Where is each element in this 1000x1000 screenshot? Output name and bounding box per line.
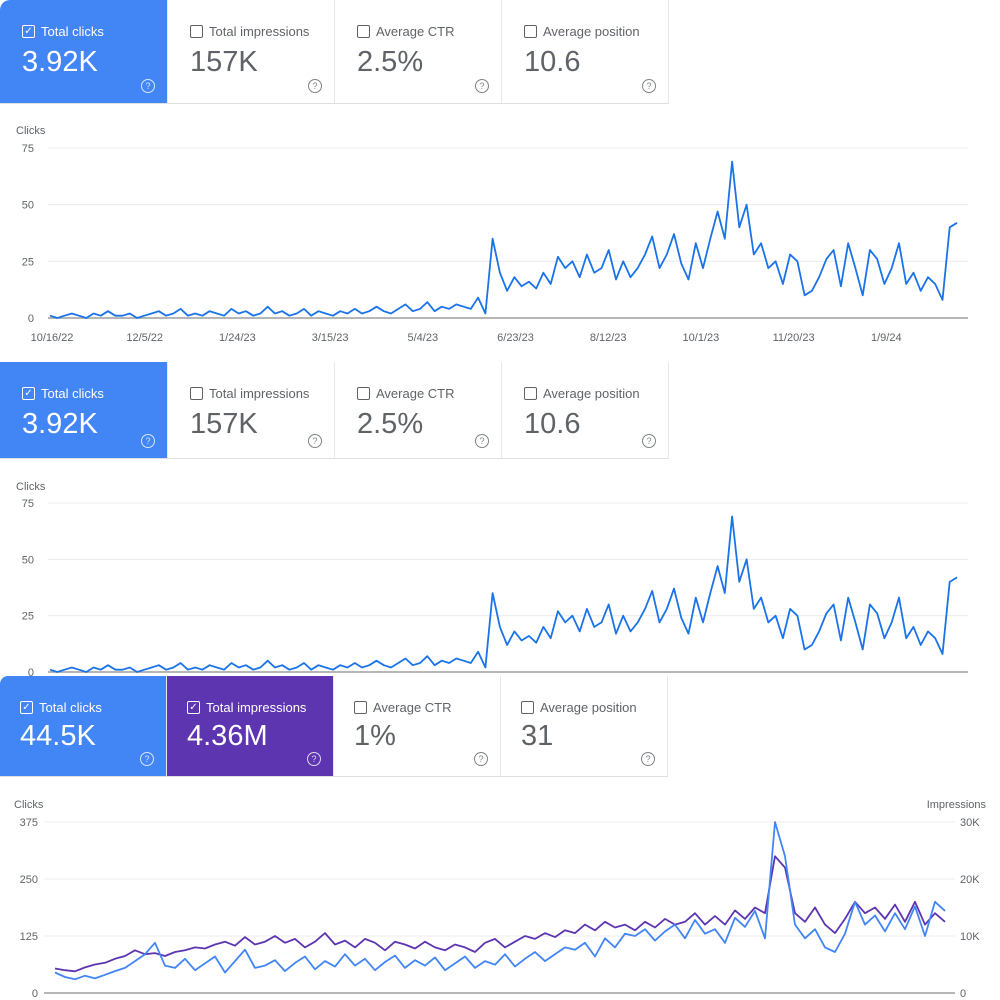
checkbox-checked-icon[interactable]: ✓ <box>20 701 33 714</box>
series-line-clicks <box>54 821 946 981</box>
help-icon[interactable]: ? <box>140 752 154 766</box>
x-tick-label: 6/23/23 <box>497 332 534 344</box>
y2-tick-label: 0 <box>960 988 966 1000</box>
card-average-ctr[interactable]: Average CTR 2.5% ? <box>335 362 502 458</box>
card-label: Total impressions <box>206 700 307 715</box>
card-total-clicks[interactable]: ✓ Total clicks 3.92K ? <box>0 0 168 103</box>
card-label: Average position <box>543 24 640 39</box>
checkbox-icon[interactable] <box>524 25 537 38</box>
y-tick-label: 125 <box>20 931 38 943</box>
card-label: Average position <box>543 386 640 401</box>
help-icon[interactable]: ? <box>642 434 656 448</box>
card-label: Average CTR <box>376 24 455 39</box>
x-tick-label: 8/12/23 <box>590 332 627 344</box>
y-tick-label: 75 <box>22 498 34 510</box>
series-line-clicks <box>49 160 958 319</box>
x-tick-label: 1/24/23 <box>219 332 256 344</box>
checkbox-icon[interactable] <box>190 25 203 38</box>
help-icon[interactable]: ? <box>141 434 155 448</box>
x-tick-label: 10/16/22 <box>31 332 74 344</box>
x-tick-label: 5/4/23 <box>408 332 439 344</box>
help-icon[interactable]: ? <box>641 752 655 766</box>
y-tick-label: 0 <box>32 988 38 1000</box>
card-value: 157K <box>190 46 258 78</box>
x-tick-label: 11/20/23 <box>773 332 815 344</box>
help-icon[interactable]: ? <box>308 79 322 93</box>
x-tick-label: 1/9/24 <box>871 332 902 344</box>
y-tick-label: 250 <box>20 874 38 886</box>
y-axis-title: Clicks <box>16 481 46 493</box>
help-icon[interactable]: ? <box>307 752 321 766</box>
card-value: 1% <box>354 720 396 752</box>
card-label: Total impressions <box>209 24 310 39</box>
card-label: Total impressions <box>209 386 310 401</box>
y2-tick-label: 30K <box>960 817 980 829</box>
checkbox-icon[interactable] <box>524 387 537 400</box>
y-tick-label: 25 <box>22 256 34 268</box>
checkbox-checked-icon[interactable]: ✓ <box>22 387 35 400</box>
y2-tick-label: 10K <box>960 931 980 943</box>
card-label: Average CTR <box>376 386 455 401</box>
y-axis-title: Clicks <box>16 125 46 137</box>
series-line-impressions <box>54 855 946 973</box>
series-line-clicks <box>49 515 958 673</box>
card-total-impressions[interactable]: Total impressions 157K ? <box>168 0 335 103</box>
card-average-ctr[interactable]: Average CTR 1% ? <box>334 676 501 776</box>
x-tick-label: 12/5/22 <box>126 332 163 344</box>
card-total-impressions[interactable]: Total impressions 157K ? <box>168 362 335 458</box>
y-tick-label: 50 <box>22 200 34 212</box>
card-value: 10.6 <box>524 46 581 78</box>
card-total-clicks[interactable]: ✓ Total clicks 44.5K ? <box>0 676 167 776</box>
y-tick-label: 75 <box>22 143 34 155</box>
card-label: Average CTR <box>373 700 452 715</box>
help-icon[interactable]: ? <box>141 79 155 93</box>
card-average-position[interactable]: Average position 10.6 ? <box>502 0 669 103</box>
checkbox-icon[interactable] <box>357 25 370 38</box>
y-tick-label: 0 <box>28 313 34 325</box>
checkbox-checked-icon[interactable]: ✓ <box>22 25 35 38</box>
checkbox-checked-icon[interactable]: ✓ <box>187 701 200 714</box>
card-value: 3.92K <box>22 408 98 440</box>
card-value: 3.92K <box>22 46 98 78</box>
checkbox-icon[interactable] <box>357 387 370 400</box>
card-total-clicks[interactable]: ✓ Total clicks 3.92K ? <box>0 362 168 458</box>
card-label: Total clicks <box>39 700 102 715</box>
y-tick-label: 0 <box>28 667 34 679</box>
card-label: Total clicks <box>41 386 104 401</box>
card-value: 44.5K <box>20 720 96 752</box>
metric-cards-3: ✓ Total clicks 44.5K ? ✓ Total impressions… <box>0 676 668 777</box>
card-average-position[interactable]: Average position 31 ? <box>501 676 668 776</box>
y-axis-title-right: Impressions <box>926 799 986 811</box>
y2-tick-label: 20K <box>960 874 980 886</box>
card-label: Total clicks <box>41 24 104 39</box>
card-average-position[interactable]: Average position 10.6 ? <box>502 362 669 458</box>
help-icon[interactable]: ? <box>475 434 489 448</box>
metric-cards-1: ✓ Total clicks 3.92K ? Total impressions … <box>0 0 669 104</box>
y-tick-label: 50 <box>22 554 34 566</box>
metric-cards-2: ✓ Total clicks 3.92K ? Total impressions … <box>0 362 669 459</box>
y-axis-title-left: Clicks <box>14 799 44 811</box>
help-icon[interactable]: ? <box>474 752 488 766</box>
checkbox-icon[interactable] <box>354 701 367 714</box>
card-value: 2.5% <box>357 408 424 440</box>
help-icon[interactable]: ? <box>308 434 322 448</box>
card-value: 31 <box>521 720 554 752</box>
card-total-impressions[interactable]: ✓ Total impressions 4.36M ? <box>167 676 334 776</box>
card-label: Average position <box>540 700 637 715</box>
help-icon[interactable]: ? <box>475 79 489 93</box>
card-value: 10.6 <box>524 408 581 440</box>
checkbox-icon[interactable] <box>521 701 534 714</box>
x-tick-label: 3/15/23 <box>312 332 349 344</box>
help-icon[interactable]: ? <box>642 79 656 93</box>
card-value: 4.36M <box>187 720 268 752</box>
card-average-ctr[interactable]: Average CTR 2.5% ? <box>335 0 502 103</box>
y-tick-label: 25 <box>22 611 34 623</box>
card-value: 157K <box>190 408 258 440</box>
y-tick-label: 375 <box>20 817 38 829</box>
x-tick-label: 10/1/23 <box>683 332 720 344</box>
card-value: 2.5% <box>357 46 424 78</box>
checkbox-icon[interactable] <box>190 387 203 400</box>
